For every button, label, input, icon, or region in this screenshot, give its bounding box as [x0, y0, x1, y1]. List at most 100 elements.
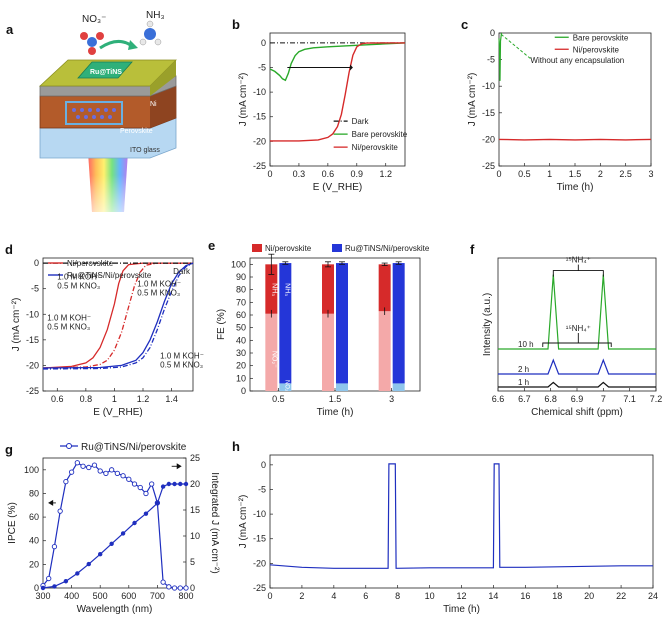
y-axis-label: Intensity (a.u.): [482, 293, 493, 356]
y-tick-label: -15: [253, 112, 266, 122]
integrated-j-marker: [98, 552, 103, 557]
ipce-marker: [86, 464, 92, 471]
x-axis-label: Wavelength (nm): [77, 604, 153, 615]
y-tick-label: -5: [31, 284, 39, 294]
bar-no2: [322, 313, 334, 391]
x-tick-label: 3: [648, 169, 653, 179]
integrated-j-marker: [178, 481, 183, 487]
carrier-path: [65, 101, 123, 125]
panel-g: 300 400 500 600 700 800020406080100Wavelength…: [5, 442, 220, 615]
series-3: [42, 262, 194, 370]
doublet-bracket-2: [542, 342, 612, 347]
ipce-marker: [63, 478, 69, 485]
y2-tick-label: 20: [190, 479, 200, 489]
integrated-j-marker: [52, 584, 57, 589]
ipce-marker: [51, 543, 58, 550]
panel-h: 0 2 4 6 8 10 12 14 16 18 20 22 240-5-10-15-20-25Time…: [232, 439, 658, 615]
x-tick-label: 6.7: [518, 394, 531, 404]
y-tick-label: -10: [253, 87, 266, 97]
panel-label: c: [461, 17, 468, 32]
y-tick-label: 20: [29, 559, 39, 569]
y-tick-label: 40: [236, 335, 246, 345]
x-tick-label: 500: [93, 591, 108, 601]
x-tick-label: 6.6: [492, 394, 505, 404]
spectrum-label: 1 h: [518, 378, 529, 387]
y-tick-label: 0: [261, 460, 266, 470]
ni-label: Ni: [150, 101, 157, 108]
integrated-j-marker: [143, 511, 149, 516]
x-tick-label: 2: [598, 169, 603, 179]
ipce-marker: [103, 470, 109, 477]
x-tick-label: 700: [150, 591, 165, 601]
nh3-label: NH₃: [146, 10, 165, 21]
x-tick-label: 0.6: [322, 169, 335, 179]
bar-label-no2: NO₂⁻: [283, 380, 289, 395]
integrated-j-marker: [155, 501, 160, 506]
ipce-marker: [68, 469, 75, 475]
y-tick-label: -15: [253, 534, 266, 544]
bar-label-nh3: NH₃: [270, 283, 277, 296]
x-axis-label: E (V_RHE): [313, 182, 362, 193]
nh3-molecule: [139, 20, 162, 46]
peak-label-2: ¹⁵NH₄⁺: [566, 324, 591, 333]
y-tick-label: -10: [482, 81, 495, 91]
condition-line1: 1.0 M KOH⁻: [137, 280, 181, 289]
x-tick-label: 7: [601, 394, 606, 404]
legend-label: Ni/perovskite: [67, 259, 114, 268]
bar-no2: [392, 383, 405, 391]
series-1: [42, 262, 193, 369]
right-axis-arrowhead: [176, 463, 182, 470]
x-tick-label: 6.8: [544, 394, 557, 404]
condition-line1: 1.0 M KOH⁻: [160, 351, 204, 360]
y-tick-label: -10: [253, 509, 266, 519]
bar-nh3: [392, 263, 405, 384]
y-tick-label: 0: [490, 28, 495, 38]
y-axis-label: J (mA cm⁻²): [238, 73, 249, 127]
dark-label: Dark: [173, 267, 191, 276]
panel-e: 0 10 20 30 40 50 60 70 80 90 100 FE (%) Time (h) e Ni/…: [208, 238, 430, 418]
legend-label: Bare perovskite: [352, 130, 408, 139]
panel-label: e: [208, 238, 215, 253]
y-tick-label: 10: [236, 373, 246, 383]
x-tick-label: 600: [121, 591, 136, 601]
y2-tick-label: 10: [190, 531, 200, 541]
legend-marker: [66, 443, 72, 449]
integrated-j-marker: [86, 561, 91, 567]
legend-label: Ni/perovskite: [573, 45, 620, 54]
nmr-spectrum: [498, 358, 656, 375]
ipce-marker: [160, 579, 166, 585]
x-tick-label: 2.5: [619, 169, 632, 179]
y-axis-label: FE (%): [216, 309, 227, 340]
x-tick-label: 4: [331, 591, 336, 601]
y-tick-label: -5: [487, 55, 495, 65]
y2-axis-label: Integrated J (mA cm⁻²): [209, 472, 220, 573]
ipce-marker: [177, 585, 183, 591]
ipce-marker: [166, 584, 172, 590]
x-tick-label: 0: [496, 169, 501, 179]
y-tick-label: 30: [236, 348, 246, 358]
condition-line2: 0.5 M KNO₃: [137, 289, 180, 298]
x-tick-label: 1.5: [569, 169, 582, 179]
plot-frame: [42, 257, 194, 392]
series-0: [42, 262, 193, 369]
bar-nh3: [265, 264, 278, 314]
legend-label: Ru@TiNS/Ni/perovskite: [67, 271, 152, 280]
ipce-marker: [149, 481, 155, 487]
left-axis-arrowhead: [48, 499, 54, 506]
doublet-bracket: [552, 270, 604, 277]
y-tick-label: 80: [236, 285, 246, 295]
x-tick-label: 7.1: [623, 394, 636, 404]
nmr-spectrum: [498, 381, 656, 388]
panel-label: b: [232, 17, 240, 32]
ipce-marker: [183, 585, 189, 591]
x-tick-label: 18: [552, 591, 562, 601]
x-tick-label: 6: [363, 591, 368, 601]
panel-c: 0 0.5 1 1.5 2 2.5 3 0 -5 -10 -15 -20 -25 Time (h) J (m…: [461, 17, 654, 193]
condition-line1: 1.0 M KOH⁻: [57, 272, 101, 281]
y-tick-label: -25: [26, 386, 39, 396]
bar-label-nh3: NH₃: [283, 283, 290, 296]
spectrum-label: 2 h: [518, 365, 529, 374]
x-tick-label: 12: [456, 591, 466, 601]
x-axis-label: Chemical shift (ppm): [531, 407, 623, 418]
